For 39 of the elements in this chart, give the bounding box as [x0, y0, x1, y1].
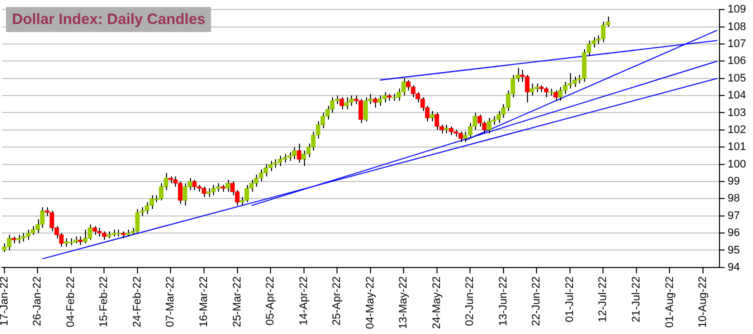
y-tick-label: 106 [728, 55, 746, 68]
x-tick-label: 21-Jul-22 [630, 276, 643, 322]
y-tick-label: 98 [728, 192, 740, 205]
y-tick-label: 109 [728, 4, 746, 16]
chart-title: Dollar Index: Daily Candles [6, 7, 212, 32]
x-tick-label: 04-Feb-22 [64, 276, 77, 328]
x-tick-label: 07-Mar-22 [164, 276, 177, 328]
y-tick-label: 103 [728, 106, 746, 119]
x-tick-label: 01-Aug-22 [664, 276, 676, 328]
y-tick-label: 95 [728, 244, 740, 256]
x-tick-label: 12-Jul-22 [597, 276, 610, 322]
y-tick-label: 104 [728, 90, 746, 102]
x-tick-label: 24-Feb-22 [131, 276, 144, 328]
x-tick-label: 16-Mar-22 [198, 276, 210, 328]
x-tick-label: 14-Apr-22 [298, 276, 310, 326]
y-tick-label: 102 [728, 124, 746, 136]
y-tick-label: 99 [728, 176, 740, 188]
x-tick-label: 04-May-22 [364, 276, 376, 329]
y-tick-label: 108 [728, 20, 746, 33]
x-tick-label: 13-Jun-22 [497, 276, 510, 326]
y-tick-label: 100 [728, 158, 746, 170]
x-tick-label: 25-Mar-22 [231, 276, 244, 328]
x-tick-label: 13-May-22 [398, 276, 410, 329]
x-tick-label: 26-Jan-22 [32, 276, 44, 326]
x-tick-label: 24-May-22 [430, 276, 443, 329]
y-tick-label: 97 [728, 210, 740, 222]
x-tick-label: 25-Apr-22 [331, 276, 344, 326]
y-tick-label: 101 [728, 141, 746, 154]
x-tick-label: 15-Feb-22 [98, 276, 110, 328]
x-tick-label: 17-Jan-22 [0, 276, 10, 326]
y-tick-label: 105 [728, 72, 746, 84]
x-tick-label: 22-Jun-22 [530, 276, 543, 326]
x-tick-label: 10-Aug-22 [697, 276, 710, 328]
x-tick-label: 02-Jun-22 [464, 276, 476, 326]
x-tick-label: 01-Jul-22 [564, 276, 576, 322]
y-tick-label: 94 [728, 261, 740, 274]
y-tick-label: 96 [728, 227, 740, 240]
y-tick-label: 107 [728, 38, 746, 50]
x-tick-label: 05-Apr-22 [264, 276, 277, 326]
